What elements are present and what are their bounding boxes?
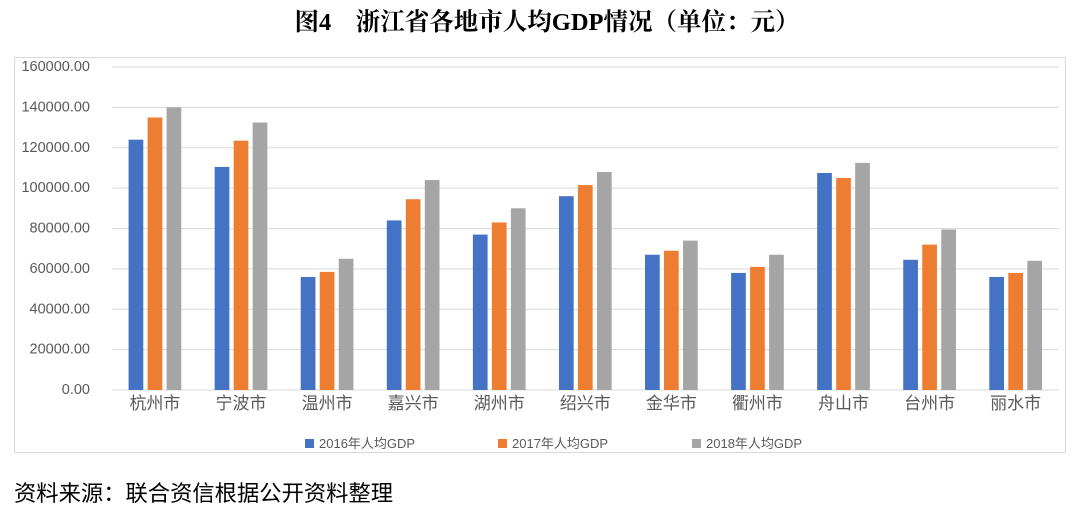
svg-text:160000.00: 160000.00 xyxy=(21,59,90,75)
svg-text:湖州市: 湖州市 xyxy=(474,394,525,413)
svg-text:衢州市: 衢州市 xyxy=(732,393,783,413)
svg-text:丽水市: 丽水市 xyxy=(990,394,1041,413)
svg-text:0.00: 0.00 xyxy=(62,382,90,398)
svg-text:嘉兴市: 嘉兴市 xyxy=(388,394,439,413)
svg-text:60000.00: 60000.00 xyxy=(30,261,90,277)
svg-text:120000.00: 120000.00 xyxy=(21,140,90,156)
svg-text:100000.00: 100000.00 xyxy=(21,180,90,196)
svg-text:杭州市: 杭州市 xyxy=(129,394,180,413)
svg-text:温州市: 温州市 xyxy=(302,394,353,413)
svg-text:台州市: 台州市 xyxy=(904,394,955,413)
svg-text:140000.00: 140000.00 xyxy=(21,99,90,115)
svg-text:宁波市: 宁波市 xyxy=(216,394,267,413)
svg-text:舟山市: 舟山市 xyxy=(818,394,869,413)
svg-text:40000.00: 40000.00 xyxy=(30,301,90,317)
svg-text:20000.00: 20000.00 xyxy=(30,342,90,358)
svg-text:80000.00: 80000.00 xyxy=(30,221,90,237)
svg-text:绍兴市: 绍兴市 xyxy=(560,394,611,413)
svg-text:金华市: 金华市 xyxy=(646,394,697,413)
